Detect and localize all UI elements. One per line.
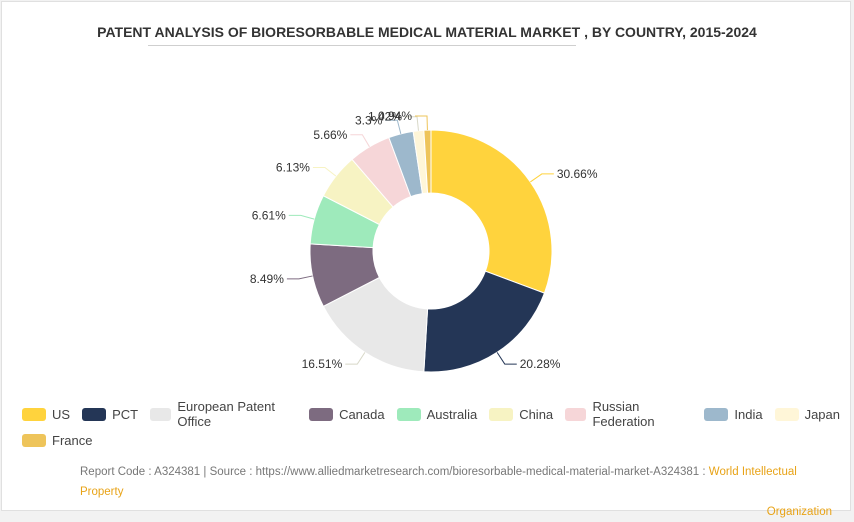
data-label-australia: 6.61% [252, 208, 286, 222]
legend-item-us[interactable]: US [22, 407, 70, 422]
leader-line-japan [405, 116, 419, 131]
legend-swatch [565, 407, 587, 421]
legend-swatch [704, 407, 729, 421]
leader-line-russian-federation [350, 134, 370, 148]
legend-label: France [52, 432, 93, 448]
legend-label: India [734, 406, 763, 422]
legend: US PCT European Patent Office Canada Austral… [22, 399, 852, 456]
leader-line-france [415, 115, 428, 131]
data-label-japan: 1.42% [368, 110, 402, 124]
legend-label: Russian Federation [592, 399, 655, 429]
legend-item-canada[interactable]: Canada [309, 407, 385, 422]
leader-line-australia [288, 214, 315, 220]
chart-card [1, 1, 851, 511]
data-label-india: 3.3% [355, 113, 383, 127]
footer: Report Code : A324381 | Source : https:/… [80, 462, 840, 522]
data-label-russian-federation: 5.66% [313, 128, 347, 142]
leader-line-us [530, 173, 554, 183]
leader-line-india [385, 119, 402, 134]
title-divider [148, 45, 576, 46]
legend-row: US PCT European Patent Office Canada Austral… [22, 399, 852, 429]
legend-label: Australia [426, 406, 478, 422]
leader-line-pct [496, 352, 517, 365]
legend-item-russian-federation[interactable]: Russian Federation [565, 399, 692, 429]
source-org-line2: Organization [766, 506, 832, 518]
data-label-canada: 8.49% [250, 272, 284, 286]
legend-item-australia[interactable]: Australia [396, 406, 478, 422]
legend-item-india[interactable]: India [704, 406, 763, 422]
source-org-line1: World Intellectual Property [80, 466, 797, 498]
slice-france[interactable] [423, 129, 432, 194]
data-label-france: 0.94% [378, 109, 412, 123]
legend-label: PCT [112, 406, 139, 422]
footer-separator: | [203, 466, 207, 478]
data-label-pct: 20.28% [520, 357, 561, 371]
legend-row: France [22, 430, 852, 450]
donut-chart: 30.66% 20.28% 16.51% 8.49% 6.61% 6.13% 5.66% 3.… [250, 109, 598, 373]
data-label-us: 30.66% [557, 167, 598, 181]
legend-swatch [774, 407, 799, 421]
leader-line-canada [286, 275, 313, 280]
slice-pct[interactable] [423, 270, 546, 373]
legend-swatch [82, 407, 107, 421]
legend-swatch [22, 433, 46, 447]
leader-line-china [312, 166, 337, 177]
slice-us[interactable] [430, 129, 553, 294]
legend-item-european-patent-office[interactable]: European Patent Office [150, 399, 297, 429]
legend-label: China [519, 406, 554, 422]
legend-swatch [22, 407, 46, 421]
legend-label: Canada [339, 406, 385, 422]
legend-item-china[interactable]: China [489, 407, 553, 422]
source-text: Source : https://www.alliedmarketresearc… [209, 466, 706, 478]
data-label-china: 6.13% [276, 160, 310, 174]
legend-label: US [52, 406, 71, 422]
legend-swatch [489, 407, 514, 421]
legend-label: European Patent Office [177, 399, 275, 429]
legend-item-france[interactable]: France [22, 433, 92, 448]
data-label-european-patent-office: 16.51% [302, 357, 343, 371]
legend-label: Japan [804, 406, 840, 422]
legend-swatch [150, 407, 172, 421]
legend-swatch [309, 407, 334, 421]
legend-swatch [396, 407, 421, 421]
leader-line-european-patent-office [345, 352, 366, 365]
chart-title: PATENT ANALYSIS OF BIORESORBABLE MEDICAL… [97, 24, 757, 40]
report-code: Report Code : A324381 [80, 466, 201, 478]
legend-item-pct[interactable]: PCT [82, 407, 138, 422]
legend-item-japan[interactable]: Japan [774, 406, 840, 422]
